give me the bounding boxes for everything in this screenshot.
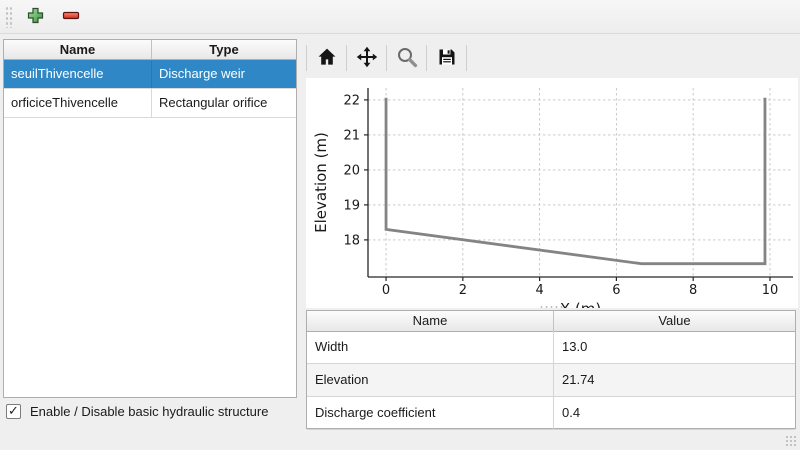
- x-tick-label: 10: [762, 283, 779, 298]
- column-header-name[interactable]: Name: [4, 40, 152, 60]
- minus-icon: [62, 7, 80, 27]
- param-name: Elevation: [307, 364, 554, 396]
- enable-checkbox[interactable]: ✓: [6, 403, 21, 419]
- y-tick-label: 21: [343, 128, 360, 143]
- structure-row-seuilThivencelle[interactable]: seuilThivencelle Discharge weir: [4, 60, 296, 89]
- structure-type: Rectangular orifice: [159, 95, 268, 110]
- toolbar-separator: [306, 45, 307, 71]
- home-icon: [316, 46, 338, 71]
- remove-structure-button[interactable]: [57, 4, 85, 30]
- enable-structure-checkbox-row: ✓ Enable / Disable basic hydraulic struc…: [6, 403, 269, 419]
- structure-type: Discharge weir: [159, 66, 245, 81]
- param-row-discharge-coefficient[interactable]: Discharge coefficient 0.4: [307, 397, 795, 430]
- parameters-table-header: Name Value: [307, 311, 795, 332]
- horizontal-splitter[interactable]: [306, 304, 798, 309]
- param-value[interactable]: 21.74: [562, 372, 595, 387]
- x-tick-label: 2: [459, 283, 467, 298]
- parameters-table: Name Value Width 13.0 Elevation 21.74 Di…: [306, 310, 796, 430]
- plus-icon: [27, 7, 44, 27]
- param-name: Width: [307, 331, 554, 363]
- main-toolbar: [0, 0, 800, 34]
- checkmark-icon: ✓: [8, 403, 19, 418]
- param-name: Discharge coefficient: [307, 397, 554, 429]
- save-button[interactable]: [427, 43, 466, 73]
- elevation-profile-plot[interactable]: 0 2 4 6 8 10 18 19 20 21 22 X (m) Elevation (m): [306, 78, 798, 308]
- cross-section-profile-line: [384, 97, 767, 266]
- param-value[interactable]: 0.4: [562, 405, 581, 420]
- x-tick-label: 0: [382, 283, 390, 298]
- x-tick-label: 6: [612, 283, 620, 298]
- y-tick-label: 19: [343, 198, 360, 213]
- structure-name: seuilThivencelle: [4, 60, 152, 88]
- y-axis-label: Elevation (m): [312, 132, 330, 233]
- toolbar-separator: [386, 45, 387, 71]
- structures-table: Name Type seuilThivencelle Discharge wei…: [3, 39, 297, 398]
- y-tick-label: 22: [343, 93, 360, 108]
- x-tick-label: 4: [535, 283, 543, 298]
- param-row-width[interactable]: Width 13.0: [307, 331, 795, 364]
- enable-checkbox-label[interactable]: Enable / Disable basic hydraulic structu…: [30, 404, 269, 419]
- plot-toolbar: [306, 41, 467, 75]
- structures-table-header: Name Type: [4, 40, 296, 60]
- y-tick-label: 20: [343, 163, 360, 178]
- structure-row-orficiceThivencelle[interactable]: orficiceThivencelle Rectangular orifice: [4, 89, 296, 118]
- column-header-name[interactable]: Name: [307, 311, 554, 332]
- zoom-button[interactable]: [387, 43, 426, 73]
- column-header-value[interactable]: Value: [554, 311, 795, 332]
- param-row-elevation[interactable]: Elevation 21.74: [307, 364, 795, 397]
- home-button[interactable]: [307, 43, 346, 73]
- toolbar-drag-handle[interactable]: [5, 5, 13, 28]
- pan-button[interactable]: [347, 43, 386, 73]
- pan-move-icon: [356, 46, 378, 71]
- save-floppy-icon: [436, 46, 458, 71]
- add-structure-button[interactable]: [21, 4, 49, 30]
- toolbar-separator: [466, 45, 467, 71]
- structure-name: orficiceThivencelle: [4, 89, 152, 117]
- splitter-dots-icon: [539, 304, 565, 309]
- window-resize-grip[interactable]: [785, 435, 797, 447]
- y-tick-label: 18: [343, 233, 360, 248]
- param-value[interactable]: 13.0: [562, 339, 588, 354]
- chart-figure[interactable]: 0 2 4 6 8 10 18 19 20 21 22 X (m) Elevation (m): [306, 78, 798, 308]
- toolbar-separator: [346, 45, 347, 71]
- toolbar-separator: [426, 45, 427, 71]
- x-tick-label: 8: [689, 283, 697, 298]
- column-header-type[interactable]: Type: [152, 40, 296, 60]
- x-axis-label: X (m): [560, 300, 601, 308]
- magnifier-icon: [396, 46, 418, 71]
